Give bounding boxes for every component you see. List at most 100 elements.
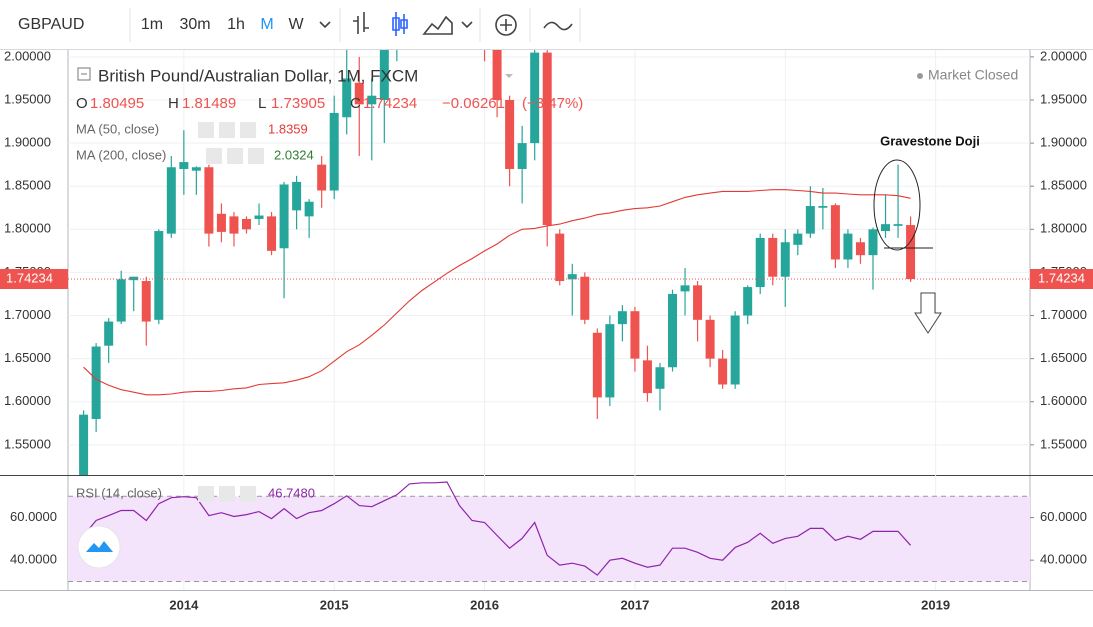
status-dot [917, 73, 923, 79]
y-tick-label: 1.65000 [1040, 350, 1087, 365]
eye-button[interactable] [198, 486, 214, 502]
candle-body [241, 218, 251, 230]
ohlc-label: H [168, 95, 179, 112]
y-tick-label: 40.0000 [1040, 552, 1087, 567]
candle-body [868, 229, 878, 256]
y-tick-label: 1.60000 [1040, 393, 1087, 408]
area-icon[interactable] [422, 15, 453, 35]
interval-button[interactable]: 1m [141, 16, 163, 33]
remove-button[interactable] [240, 122, 256, 138]
candle-body [680, 285, 690, 292]
symbol[interactable]: GBPAUD [18, 16, 84, 33]
price-label-box [1030, 269, 1093, 290]
indicator-value: 2.0324 [274, 147, 314, 162]
change: −0.06261 [442, 95, 505, 112]
ohlc-label: C [350, 95, 361, 112]
candle-body [881, 224, 891, 232]
candle-body [668, 293, 678, 368]
compare-icon[interactable] [543, 21, 573, 31]
candle-body [567, 274, 577, 280]
candle-body [530, 52, 540, 144]
remove-button[interactable] [248, 148, 264, 164]
candle-body [705, 319, 715, 359]
price-label-box [0, 269, 68, 290]
candle-body [204, 167, 214, 234]
candle-body [367, 95, 377, 105]
interval-dropdown[interactable] [319, 21, 331, 29]
candle-body [818, 206, 828, 208]
candle-body [254, 215, 264, 219]
rsi-band [68, 496, 1030, 582]
y-tick-label: 1.60000 [4, 393, 51, 408]
y-tick-label: 1.95000 [4, 91, 51, 106]
candle-body [630, 311, 640, 359]
candle-body [279, 184, 289, 249]
y-tick-label: 2.00000 [4, 48, 51, 63]
candle-body [580, 276, 590, 320]
annotation-text: Gravestone Doji [880, 133, 980, 148]
price-pane [68, 50, 1030, 475]
interval-button[interactable]: M [260, 16, 273, 33]
candle-body [517, 143, 527, 169]
candle-body [843, 233, 853, 260]
price-label: 1.74234 [1038, 270, 1085, 285]
interval-button[interactable]: W [288, 16, 304, 33]
candle-body [855, 242, 865, 256]
annotation: Gravestone Doji [873, 133, 980, 334]
axes: 1.55000 1.55000 1.60000 1.60000 1.65000 1.650… [0, 48, 1093, 612]
logo-circle [77, 525, 121, 569]
candle-body [329, 112, 339, 191]
y-tick-label: 1.65000 [4, 350, 51, 365]
y-tick-label: 1.85000 [1040, 178, 1087, 193]
eye-button[interactable] [198, 122, 214, 138]
candle-body [655, 367, 665, 389]
interval-button[interactable]: 1h [227, 16, 245, 33]
candle-body [492, 50, 502, 100]
y-tick-label: 1.55000 [4, 436, 51, 451]
title-dropdown[interactable] [505, 74, 513, 78]
indicator-icon[interactable] [495, 14, 517, 36]
candle-body [141, 281, 151, 322]
settings-button[interactable] [219, 486, 235, 502]
candle-body [743, 287, 753, 316]
candle-body [129, 276, 139, 281]
interval-button[interactable]: 30m [179, 16, 210, 33]
indicator-name: MA (50, close) [76, 121, 159, 136]
candles-icon[interactable] [392, 12, 408, 36]
bars-icon[interactable] [353, 12, 369, 34]
ma-line [83, 189, 911, 396]
market-status: Market Closed [928, 67, 1018, 83]
eye-button[interactable] [206, 148, 222, 164]
candle-body [154, 231, 164, 320]
indicator-controls [198, 122, 256, 138]
change-pct: (−3.47%) [522, 95, 583, 112]
candle-body [505, 100, 515, 169]
remove-button[interactable] [240, 486, 256, 502]
settings-button[interactable] [227, 148, 243, 164]
style-dropdown[interactable] [461, 21, 473, 29]
candle-body [592, 332, 602, 398]
candle-body [642, 360, 652, 394]
annotation-ellipse [873, 159, 921, 251]
y-tick-label: 1.95000 [1040, 91, 1087, 106]
y-tick-label: 1.85000 [4, 178, 51, 193]
y-tick-label: 1.80000 [1040, 221, 1087, 236]
candle-body [768, 237, 778, 277]
toolbar: GBPAUD 1m 30m 1h M W [0, 0, 1093, 50]
indicator-value: 46.7480 [268, 485, 315, 500]
candle-body [79, 414, 89, 475]
candle-body [793, 233, 803, 245]
candle-body [304, 201, 314, 217]
collapse-icon[interactable] [77, 67, 91, 81]
candle-body [292, 181, 302, 211]
candle-body [893, 224, 903, 226]
down-arrow [914, 292, 942, 334]
rsi-pane [68, 481, 1030, 582]
indicator-plus [500, 19, 512, 31]
candle-body [179, 162, 189, 169]
candle-body [229, 216, 239, 234]
candle-body [116, 279, 126, 322]
settings-button[interactable] [219, 122, 235, 138]
candle-body [542, 52, 552, 225]
ohlc-value: 1.81489 [182, 95, 236, 112]
